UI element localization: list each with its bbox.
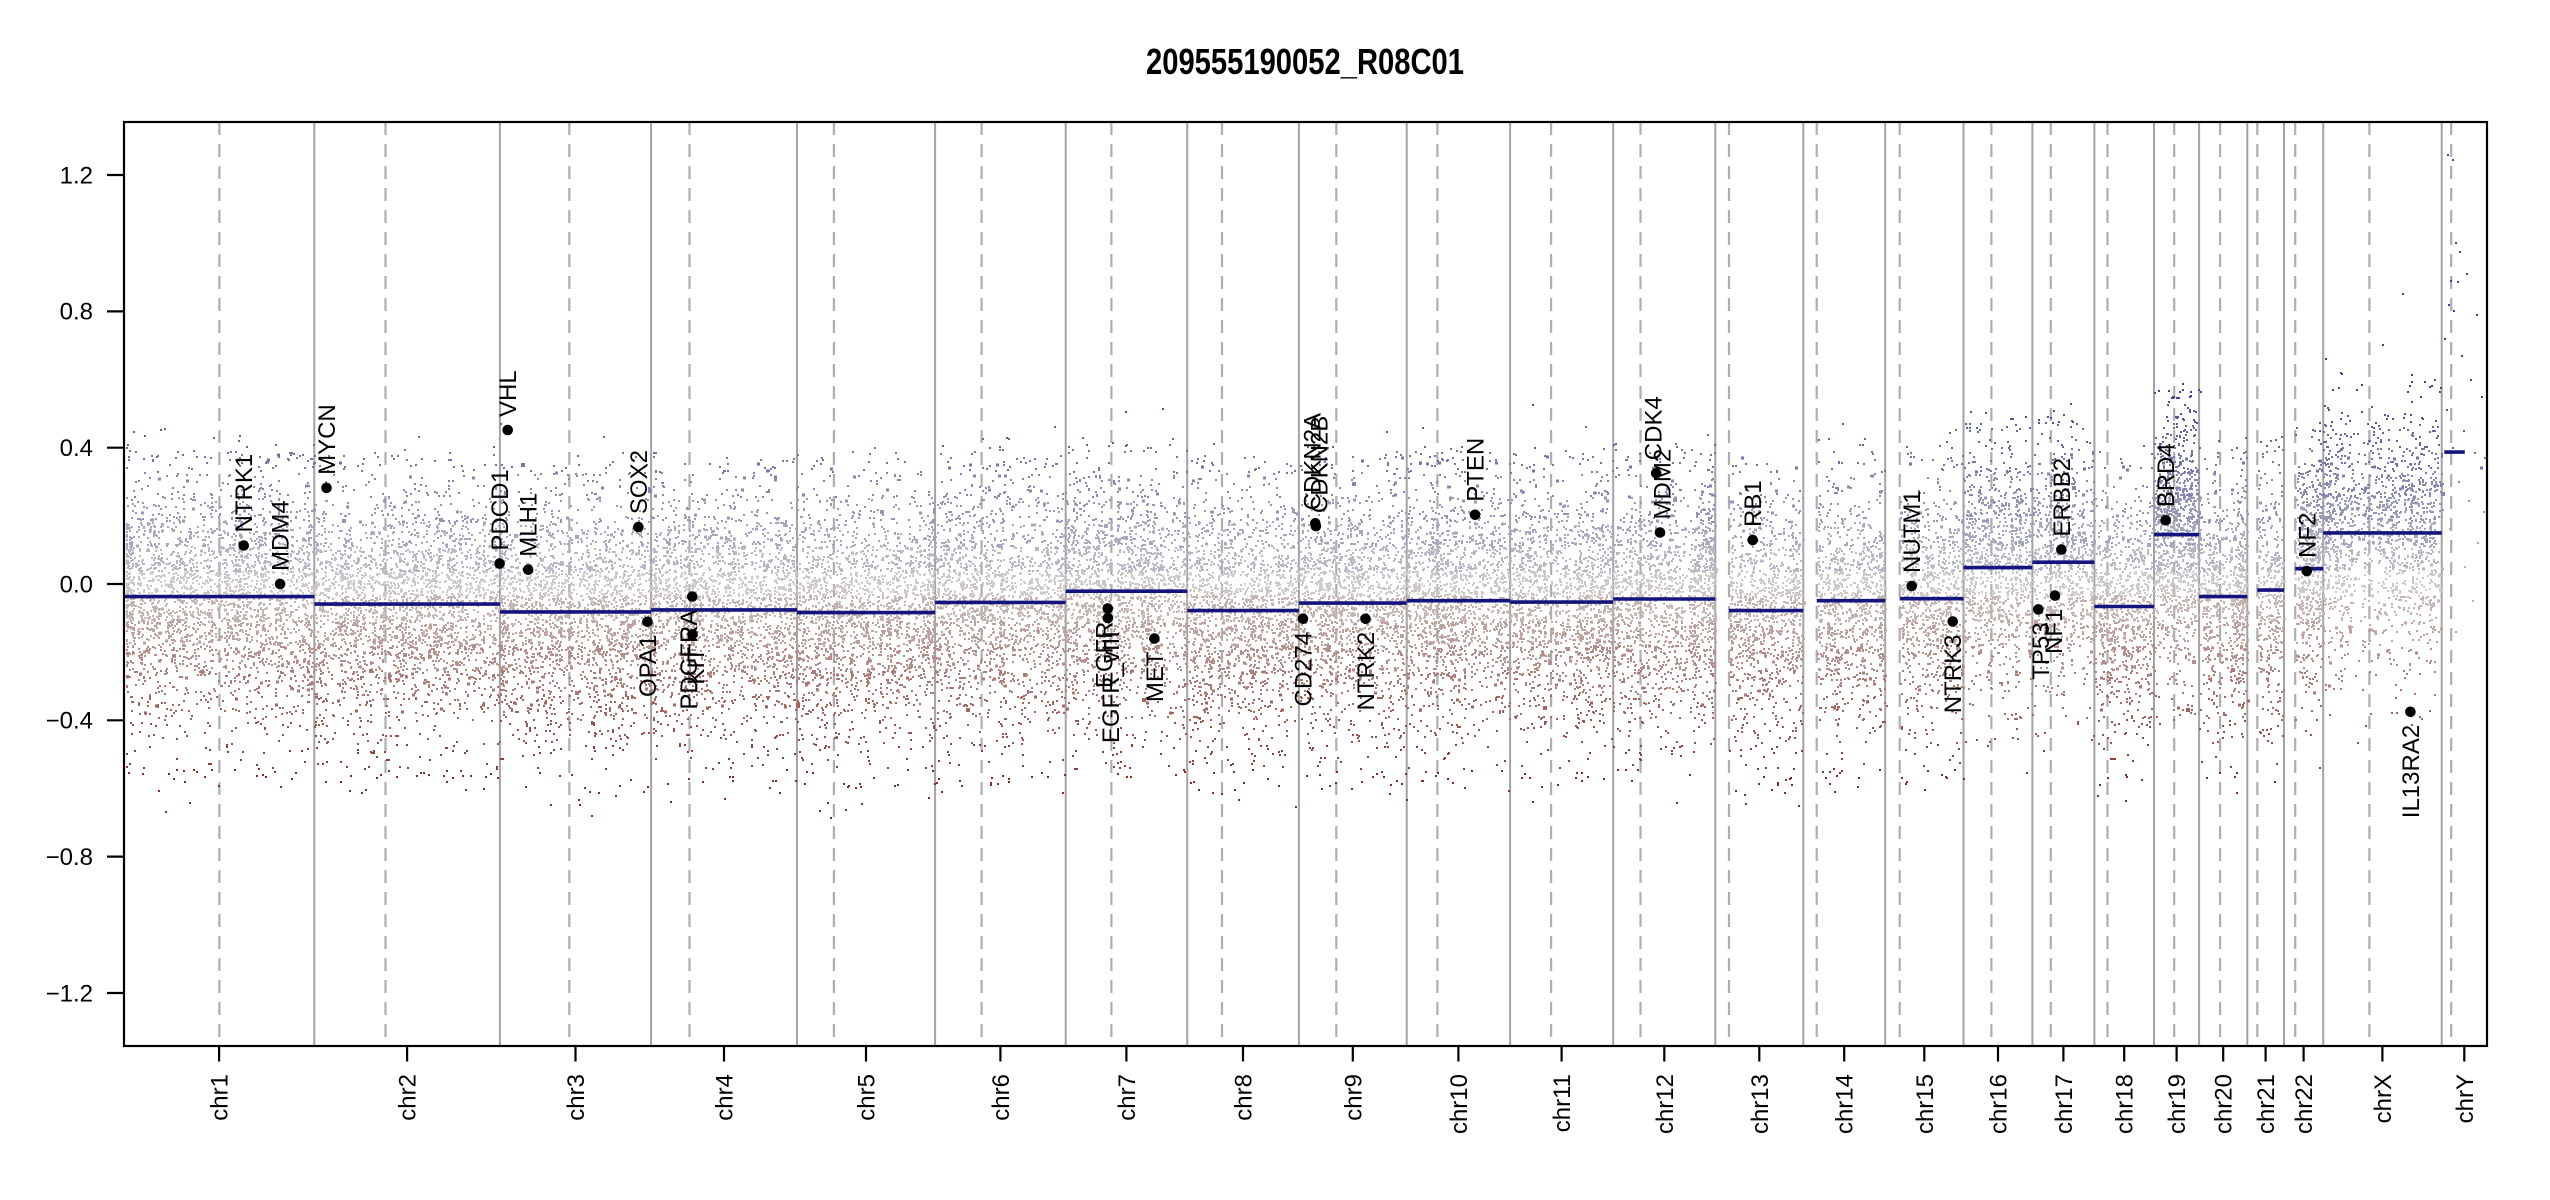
svg-text:chr10: chr10 xyxy=(1446,1074,1473,1134)
svg-text:chr19: chr19 xyxy=(2164,1074,2191,1134)
svg-text:RB1: RB1 xyxy=(1740,480,1767,527)
svg-text:PDGFRA: PDGFRA xyxy=(676,610,703,710)
svg-text:chr6: chr6 xyxy=(988,1074,1015,1121)
svg-text:chr5: chr5 xyxy=(854,1074,881,1121)
svg-text:chr17: chr17 xyxy=(2051,1074,2078,1134)
svg-text:OPA1: OPA1 xyxy=(635,635,662,697)
svg-text:chr15: chr15 xyxy=(1912,1074,1939,1134)
svg-text:chr2: chr2 xyxy=(395,1074,422,1121)
svg-text:chr21: chr21 xyxy=(2253,1074,2280,1134)
svg-text:CDKN2A: CDKN2A xyxy=(1300,413,1327,510)
svg-text:MDM4: MDM4 xyxy=(268,500,295,571)
svg-text:ERBB2: ERBB2 xyxy=(2049,458,2076,537)
svg-text:BRD4: BRD4 xyxy=(2153,443,2180,507)
svg-text:MLH1: MLH1 xyxy=(516,493,543,557)
svg-text:NUTM1: NUTM1 xyxy=(1899,490,1926,573)
svg-text:chr13: chr13 xyxy=(1747,1074,1774,1134)
svg-text:TP53: TP53 xyxy=(2028,622,2055,679)
svg-text:chr18: chr18 xyxy=(2112,1074,2139,1134)
svg-text:CDKN2B: CDKN2B xyxy=(1306,416,1333,513)
svg-text:chr11: chr11 xyxy=(1549,1074,1576,1132)
svg-text:EGFR: EGFR xyxy=(1091,622,1118,689)
svg-text:0.4: 0.4 xyxy=(60,435,93,462)
svg-text:NTRK3: NTRK3 xyxy=(1940,635,1967,714)
svg-text:chrY: chrY xyxy=(2452,1074,2479,1123)
svg-text:chr8: chr8 xyxy=(1231,1074,1258,1121)
svg-text:chr9: chr9 xyxy=(1340,1074,1367,1121)
svg-text:NF2: NF2 xyxy=(2294,513,2321,558)
svg-text:KIT: KIT xyxy=(683,647,710,685)
svg-text:0.0: 0.0 xyxy=(60,571,93,598)
svg-text:1.2: 1.2 xyxy=(60,162,93,189)
svg-text:MET: MET xyxy=(1142,651,1169,702)
svg-text:chr7: chr7 xyxy=(1114,1074,1141,1121)
svg-text:chr22: chr22 xyxy=(2291,1074,2318,1134)
svg-text:chr3: chr3 xyxy=(563,1074,590,1121)
svg-text:−0.4: −0.4 xyxy=(46,708,93,735)
svg-text:chrX: chrX xyxy=(2370,1074,2397,1123)
svg-text:chr20: chr20 xyxy=(2211,1074,2238,1134)
svg-text:chr1: chr1 xyxy=(207,1074,234,1121)
svg-text:PTEN: PTEN xyxy=(1463,438,1490,502)
svg-text:chr12: chr12 xyxy=(1652,1074,1679,1134)
svg-text:MDM2: MDM2 xyxy=(1649,449,1676,520)
svg-text:0.8: 0.8 xyxy=(60,299,93,326)
svg-text:NTRK1: NTRK1 xyxy=(231,454,258,533)
svg-text:EGFR_vIII: EGFR_vIII xyxy=(1098,631,1125,743)
svg-text:−0.8: −0.8 xyxy=(46,844,93,871)
svg-text:SOX2: SOX2 xyxy=(626,450,653,514)
svg-text:209555190052_R08C01: 209555190052_R08C01 xyxy=(1146,41,1464,82)
svg-text:VHL: VHL xyxy=(495,370,522,417)
svg-text:NF1: NF1 xyxy=(2041,609,2068,654)
svg-text:IL13RA2: IL13RA2 xyxy=(2398,725,2425,818)
svg-text:CDK4: CDK4 xyxy=(1640,396,1667,460)
svg-text:chr4: chr4 xyxy=(712,1074,739,1121)
svg-text:chr14: chr14 xyxy=(1832,1074,1859,1134)
svg-text:chr16: chr16 xyxy=(1986,1074,2013,1134)
svg-text:NTRK2: NTRK2 xyxy=(1353,632,1380,711)
svg-text:CD274: CD274 xyxy=(1291,632,1318,707)
svg-text:PDCD1: PDCD1 xyxy=(487,469,514,550)
svg-text:−1.2: −1.2 xyxy=(46,980,93,1007)
svg-text:MYCN: MYCN xyxy=(314,404,341,475)
